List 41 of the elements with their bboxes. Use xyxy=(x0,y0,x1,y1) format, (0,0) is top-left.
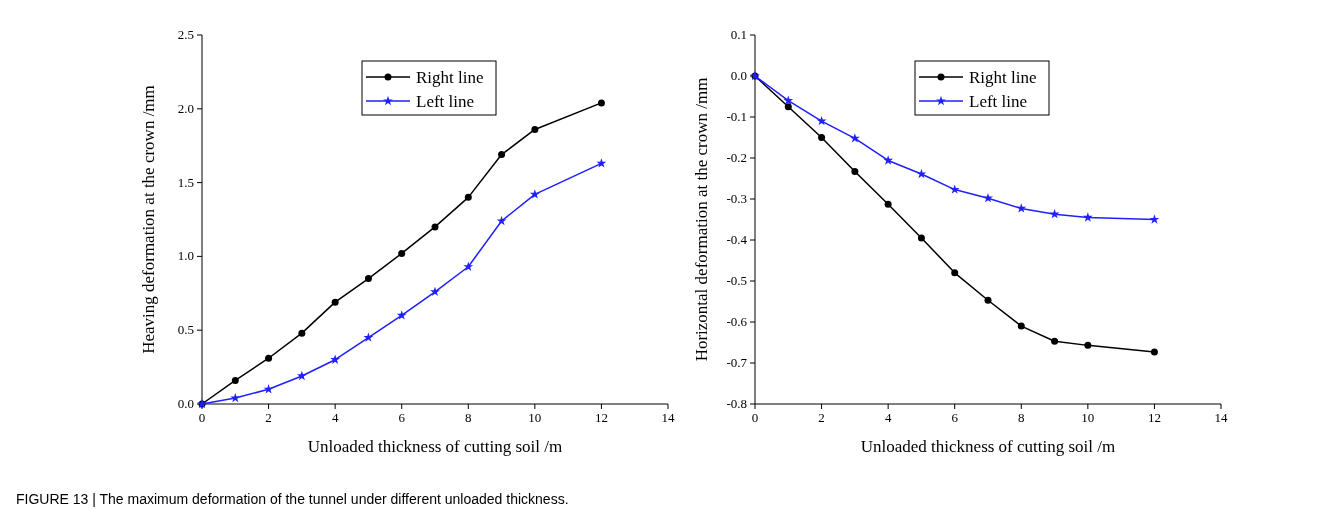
y-tick-label: -0.5 xyxy=(726,273,747,288)
x-tick-label: 0 xyxy=(198,410,206,425)
y-tick-label: -0.8 xyxy=(726,396,747,411)
x-tick-label: 2 xyxy=(265,410,272,425)
y-tick-label: 1.0 xyxy=(177,248,194,264)
y-axis-title: Horizontal deformation at the crown /mm xyxy=(692,77,711,362)
x-axis-title: Unloaded thickness of cutting soil /m xyxy=(860,437,1116,456)
y-tick-label: 0.1 xyxy=(730,27,747,42)
y-tick-label: 0.0 xyxy=(730,68,747,83)
y-tick-label: 1.5 xyxy=(177,174,194,190)
y-tick-label: -0.3 xyxy=(726,191,747,206)
y-tick-label: -0.2 xyxy=(726,150,747,165)
y-tick-label: 2.5 xyxy=(177,27,194,42)
y-tick-label: -0.6 xyxy=(726,314,748,329)
x-tick-label: 0 xyxy=(751,410,759,425)
x-tick-label: 2 xyxy=(818,410,825,425)
x-tick-label: 14 xyxy=(661,410,675,425)
x-tick-label: 10 xyxy=(528,410,542,425)
legend-label: Left line xyxy=(969,92,1028,111)
x-tick-label: 8 xyxy=(1018,410,1025,425)
legend-label: Right line xyxy=(416,68,484,87)
y-tick-label: -0.4 xyxy=(726,232,748,247)
x-tick-label: 8 xyxy=(465,410,472,425)
y-axis-title: Heaving deformation at the crown /mm xyxy=(139,85,158,354)
y-tick-label: 0.0 xyxy=(177,396,194,411)
y-tick-label: -0.1 xyxy=(726,109,747,124)
x-tick-label: 4 xyxy=(331,410,339,425)
legend-label: Left line xyxy=(416,92,475,111)
x-tick-label: 14 xyxy=(1214,410,1228,425)
y-tick-label: 0.5 xyxy=(177,322,194,338)
x-tick-label: 10 xyxy=(1081,410,1095,425)
x-tick-label: 6 xyxy=(951,410,959,425)
x-tick-label: 12 xyxy=(594,410,608,425)
y-tick-label: 2.0 xyxy=(177,100,194,116)
x-tick-label: 6 xyxy=(398,410,406,425)
caption: FIGURE 13 | The maximum deformation of the tunnel under different unloaded thickness. xyxy=(16,491,569,507)
x-axis-title: Unloaded thickness of cutting soil /m xyxy=(307,437,563,456)
legend-label: Right line xyxy=(969,68,1037,87)
x-tick-label: 4 xyxy=(884,410,892,425)
x-tick-label: 12 xyxy=(1147,410,1161,425)
y-tick-label: -0.7 xyxy=(726,355,748,370)
